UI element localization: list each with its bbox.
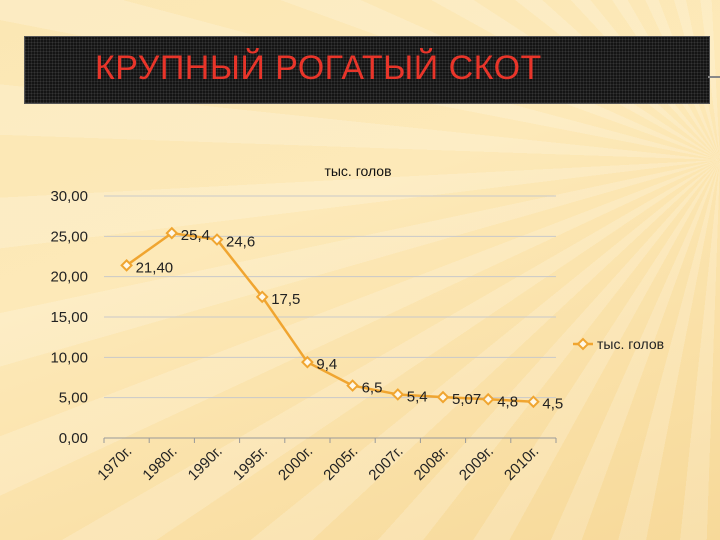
data-label: 21,40 [136, 259, 174, 276]
x-tick-label: 2007г. [365, 443, 406, 484]
chart-title: тыс. голов [324, 163, 391, 179]
title-accent-line [708, 76, 720, 78]
data-label: 4,8 [497, 393, 518, 410]
y-tick-label: 20,00 [50, 269, 88, 286]
x-tick-label: 2008г. [411, 443, 452, 484]
data-label: 25,4 [181, 227, 210, 244]
data-point [481, 392, 495, 406]
data-point [527, 395, 540, 409]
x-tick-label: 2010г. [501, 443, 542, 484]
data-point [301, 355, 314, 369]
data-point [255, 290, 269, 304]
data-label: 9,4 [316, 356, 337, 373]
x-tick-label: 2009г. [456, 443, 497, 484]
y-tick-label: 10,00 [50, 349, 88, 366]
data-label: 6,5 [362, 380, 383, 397]
series-group [120, 226, 540, 409]
data-point [346, 379, 359, 392]
x-tick-label: 1970г. [94, 443, 135, 484]
data-labels: 21,40 25,4 24,6 17,5 9,4 6,5 5,4 5,07 4,8 4,5 [136, 227, 564, 413]
x-axis: 1970г. 1980г. 1990г. 1995г. 2000г. 2005г. 2007… [94, 437, 557, 484]
y-tick-label: 0,00 [59, 430, 88, 447]
x-tick-label: 1990г. [185, 443, 226, 484]
x-tick-label: 1980г. [139, 443, 180, 484]
y-tick-label: 15,00 [50, 309, 88, 326]
y-tick-label: 5,00 [59, 390, 88, 407]
series-line [125, 231, 534, 403]
data-label: 24,6 [226, 234, 255, 251]
title-bar: КРУПНЫЙ РОГАТЫЙ СКОТ [24, 36, 710, 104]
data-label: 5,07 [452, 391, 481, 408]
y-axis: 0,00 5,00 10,00 15,00 20,00 25,00 30,00 [50, 188, 88, 447]
data-point [120, 259, 133, 272]
legend-marker [576, 337, 590, 351]
data-label: 17,5 [271, 291, 300, 308]
data-point [436, 390, 450, 404]
data-label: 4,5 [542, 396, 563, 413]
data-point [210, 233, 224, 246]
y-tick-label: 25,00 [50, 228, 88, 245]
slide-title: КРУПНЫЙ РОГАТЫЙ СКОТ [95, 49, 542, 87]
y-tick-label: 30,00 [50, 188, 88, 205]
legend: тыс. голов [573, 336, 664, 352]
x-tick-label: 2000г. [275, 443, 316, 484]
data-label: 5,4 [407, 388, 428, 405]
data-point [165, 226, 179, 240]
data-point [391, 388, 405, 401]
x-tick-label: 2005г. [320, 443, 361, 484]
x-tick-label: 1995г. [230, 443, 271, 484]
legend-label: тыс. голов [597, 336, 664, 352]
